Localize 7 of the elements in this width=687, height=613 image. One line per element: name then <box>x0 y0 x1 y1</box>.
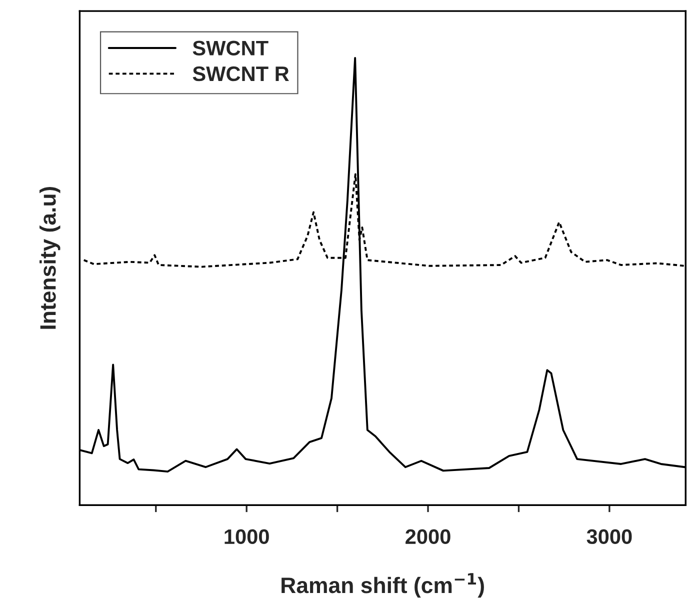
x-tick-label: 3000 <box>586 529 632 544</box>
legend-label: SWCNT R <box>192 66 289 82</box>
y-axis-title: Intensity (a.u) <box>40 186 60 329</box>
x-axis-title: Raman shift (cm$^{−1}$) <box>282 573 484 598</box>
legend-label: SWCNT <box>192 40 268 56</box>
x-tick-label: 2000 <box>406 529 450 544</box>
x-tick-label: 1000 <box>224 529 269 544</box>
